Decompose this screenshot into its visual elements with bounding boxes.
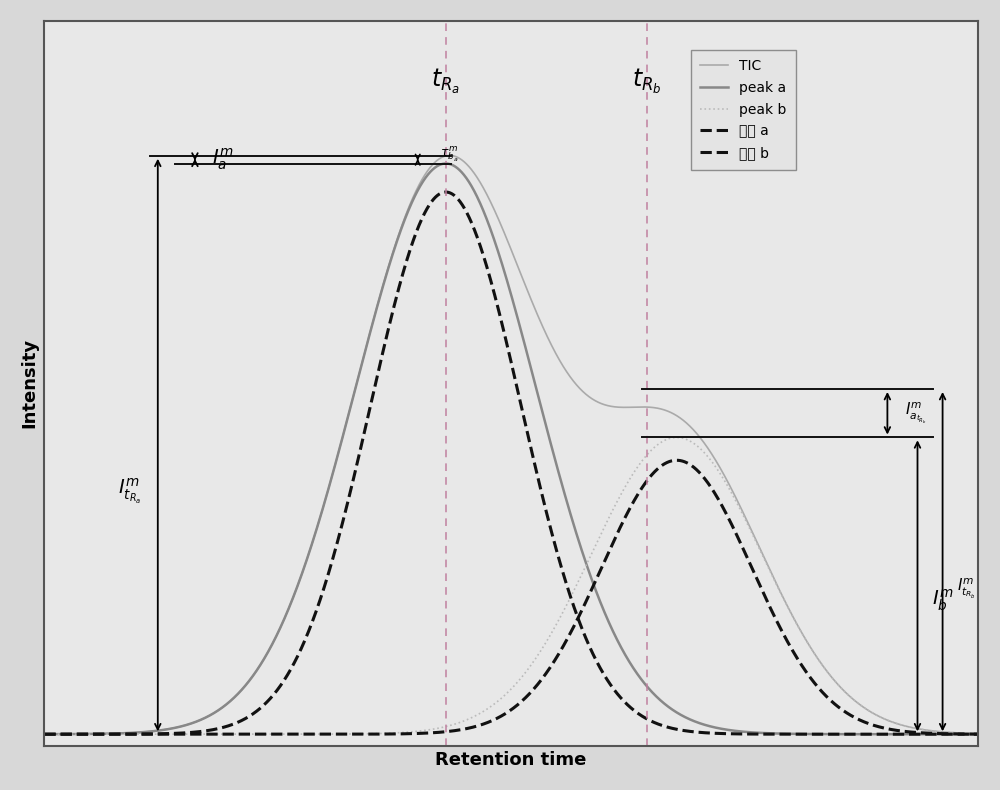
Y-axis label: Intensity: Intensity [21,338,39,428]
模拟 b [396,729,408,739]
模拟 a [200,726,212,735]
模拟 b [437,728,449,737]
模拟 a [853,729,865,739]
模拟 b [200,729,212,739]
模拟 b [972,729,984,739]
peak b [200,729,212,739]
TIC [972,729,984,739]
peak b [954,728,966,738]
peak a [853,729,865,739]
TIC [396,220,408,229]
TIC [853,699,865,709]
peak b [671,433,683,442]
模拟 b [145,729,157,739]
peak b [437,723,449,732]
Text: $I^{m}_{a}$: $I^{m}_{a}$ [212,147,234,172]
Text: $I^{m}_{a_{t_{R_b}}}$: $I^{m}_{a_{t_{R_b}}}$ [905,401,927,426]
peak a [200,713,212,722]
模拟 a [437,188,449,198]
TIC [38,729,50,739]
模拟 a [972,729,984,739]
TIC [200,713,212,722]
Text: $I^{m}_{t_{R_b}}$: $I^{m}_{t_{R_b}}$ [957,577,976,601]
Line: TIC: TIC [44,156,978,734]
模拟 b [38,729,50,739]
peak a [437,159,449,168]
peak b [853,699,865,709]
peak a [145,727,157,736]
Text: $t_{R_a}$: $t_{R_a}$ [431,67,460,96]
peak a [954,729,966,739]
peak a [972,729,984,739]
TIC [444,151,456,160]
模拟 b [853,715,865,724]
peak a [440,159,452,168]
peak b [972,729,984,739]
peak a [38,729,50,739]
Line: peak a: peak a [44,164,978,734]
模拟 a [954,729,966,739]
模拟 b [671,456,683,465]
Text: $I^{m}_{t_{R_a}}$: $I^{m}_{t_{R_a}}$ [118,476,141,506]
Line: 模拟 b: 模拟 b [44,461,978,734]
模拟 a [38,729,50,739]
模拟 a [440,187,452,197]
模拟 a [396,271,408,280]
TIC [145,727,157,736]
TIC [437,152,449,162]
Text: $\tau^{m}_{b_a}$: $\tau^{m}_{b_a}$ [440,145,458,164]
X-axis label: Retention time: Retention time [435,751,587,769]
peak b [145,729,157,739]
模拟 a [145,729,157,739]
Text: $t_{R_b}$: $t_{R_b}$ [632,67,661,96]
Line: peak b: peak b [44,438,978,734]
Legend: TIC, peak a, peak b, 模拟 a, 模拟 b: TIC, peak a, peak b, 模拟 a, 模拟 b [691,50,796,170]
TIC [954,728,966,738]
peak b [38,729,50,739]
Line: 模拟 a: 模拟 a [44,192,978,734]
模拟 b [954,729,966,739]
Text: $I^{m}_{b}$: $I^{m}_{b}$ [932,588,953,613]
peak b [396,728,408,737]
peak a [396,221,408,231]
